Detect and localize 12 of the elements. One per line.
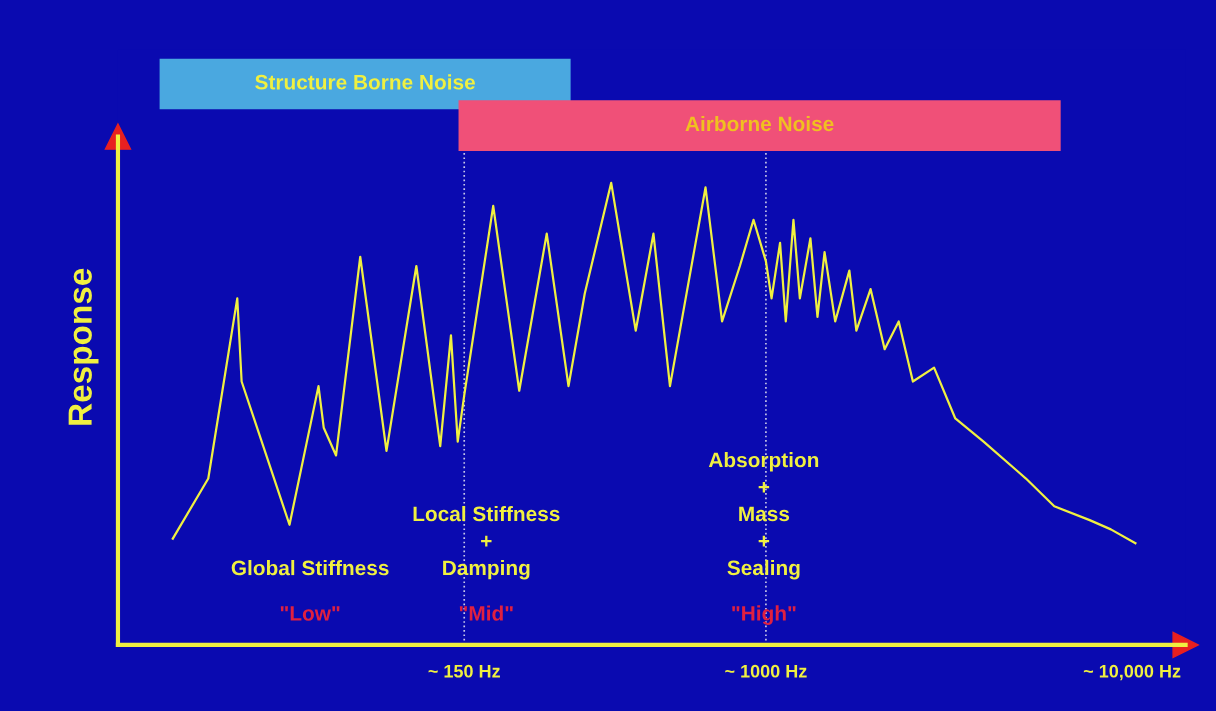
annotation: "High" <box>732 605 796 625</box>
y-axis-title: Response <box>68 268 99 425</box>
x-tick-label: ~ 10,000 Hz <box>1083 664 1181 681</box>
x-tick-label: ~ 150 Hz <box>428 664 500 678</box>
x-tick-label: ~ 1000 Hz <box>725 664 807 678</box>
annotation: Absorption + Mass + Sealing <box>708 452 819 580</box>
annotation: "Mid" <box>459 605 513 621</box>
annotation: "Low" <box>280 606 340 621</box>
text: Airborne Noise <box>685 115 834 132</box>
annotation: Global Stiffness <box>231 559 389 576</box>
text: Structure Borne Noise <box>255 74 475 90</box>
annotation: Local Stiffness + Damping <box>413 505 560 580</box>
